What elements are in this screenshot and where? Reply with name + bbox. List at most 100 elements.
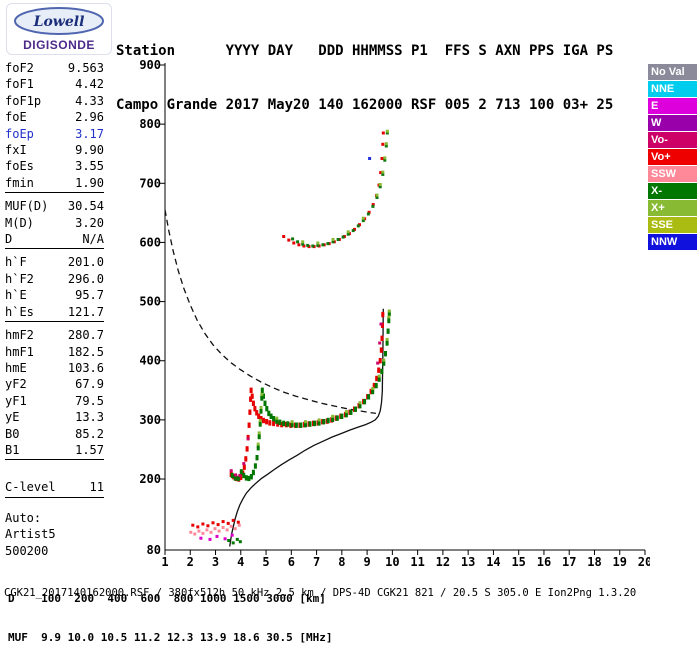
legend-item-vo-: Vo- [648,132,697,148]
param-value: 9.563 [67,61,104,75]
param-label: foE [5,110,27,125]
param-row-he: h`E 95.7 [5,287,104,303]
trace-second-hop-light-green-overlay [301,129,389,245]
param-row-hmf1: hmF1 182.5 [5,344,104,360]
x-tick-label: 5 [262,555,269,569]
param-value: 4.33 [75,93,104,108]
param-label: foF1p [5,93,42,108]
x-tick-label: 16 [537,555,551,569]
param-label: h`F2 [5,271,34,286]
param-row-yf2: yF2 67.9 [5,376,104,392]
param-row-clevel: C-level 11 [5,479,104,495]
x-tick-label: 13 [461,555,475,569]
param-label: foEs [5,159,34,174]
param-label: B1 [5,442,20,457]
param-row-foes: foEs 3.55 [5,158,104,174]
trace-f-trace-x-mode-light-green-overlay [256,309,391,446]
x-tick-label: 4 [237,555,244,569]
trace-second-hop-x-mode-green [291,131,389,248]
param-row-b1: B1 1.57 [5,442,104,458]
param-footer-line: 500200 [5,543,49,558]
param-group: hmF2 280.7 hmF1 182.5 hmE 103.6 yF2 67.9 yF1 79.5… [5,327,104,461]
lowell-logo-ellipse: Lowell [14,7,104,35]
param-label: foF1 [5,77,34,92]
param-row-hme: hmE 103.6 [5,360,104,376]
param-row-fof1p: foF1p 4.33 [5,93,104,109]
param-value: 13.3 [75,410,104,425]
param-value: 201.0 [67,255,104,270]
param-row-fxi: fxI 9.90 [5,142,104,158]
trace-es-trace-magenta [199,533,234,541]
param-value: 182.5 [67,344,104,359]
true-height-profile [229,308,384,547]
x-tick-label: 9 [363,555,370,569]
param-group: C-level 11 [5,479,104,498]
param-value: 3.20 [75,215,104,230]
param-label: B0 [5,426,20,441]
param-value: 95.7 [75,288,104,303]
x-tick-label: 11 [410,555,424,569]
direction-color-legend: No Val NNE E W Vo- Vo+ SSW X- X+ SSE NNW [648,64,697,251]
param-group: MUF(D) 30.54 M(D) 3.20 D N/A [5,198,104,250]
param-label: h`F [5,255,27,270]
x-tick-label: 12 [436,555,450,569]
param-value: 1.90 [75,175,104,190]
param-footer-line: Auto: [5,510,42,525]
param-label: MUF(D) [5,199,49,214]
param-label: yF1 [5,393,27,408]
lowell-digisonde-logo: Lowell DIGISONDE [6,3,112,55]
y-tick-label: 700 [139,176,161,190]
y-tick-label: 400 [139,354,161,368]
y-tick-label: 900 [139,58,161,72]
param-row-md: M(D) 3.20 [5,215,104,231]
y-tick-label: 500 [139,295,161,309]
param-row-yf1: yF1 79.5 [5,393,104,409]
param-row-hes: h`Es 121.7 [5,304,104,320]
param-label: foEp [5,126,34,141]
param-value: 67.9 [75,377,104,392]
param-label: M(D) [5,215,34,230]
x-tick-label: 14 [486,555,500,569]
param-label: fxI [5,143,27,158]
param-row-fof1: foF1 4.42 [5,76,104,92]
param-footer-line: Artist5 [5,527,56,542]
param-label: h`E [5,288,27,303]
y-tick-label: 600 [139,235,161,249]
param-value: 2.96 [75,110,104,125]
x-tick-label: 10 [385,555,399,569]
muf-transmission-curve [164,209,376,415]
param-group: foF2 9.563 foF1 4.42 foF1p 4.33 foE 2.96 foEp 3.1… [5,60,104,194]
legend-item-x+: X+ [648,200,697,216]
param-value: 280.7 [67,328,104,343]
status-line: CGK21_2017140162000.RSF / 380fx512h 50 k… [4,587,637,599]
param-label: yF2 [5,377,27,392]
param-value: 121.7 [67,304,104,319]
muf-row: MUF 9.9 10.0 10.5 11.2 12.3 13.9 18.6 30… [8,631,333,644]
param-label: hmF1 [5,344,34,359]
x-tick-label: 17 [562,555,576,569]
legend-item-nnw: NNW [648,234,697,250]
param-label: foF2 [5,61,34,75]
header-labels-row: Station YYYY DAY DDD HHMMSS P1 FFS S AXN… [116,43,614,59]
param-label: hmF2 [5,328,34,343]
param-row-b0: B0 85.2 [5,426,104,442]
x-tick-label: 8 [338,555,345,569]
d-muf-table: D 100 200 400 600 800 1000 1500 3000 [km… [8,566,333,657]
legend-item-noval: No Val [648,64,697,80]
x-tick-label: 19 [613,555,627,569]
param-value: 103.6 [67,360,104,375]
param-label: C-level [5,480,56,495]
param-label: hmE [5,360,27,375]
station-header: Station YYYY DAY DDD HHMMSS P1 FFS S AXN… [116,6,613,132]
param-row-fof2: foF2 9.563 [5,60,104,76]
param-value: 9.90 [75,143,104,158]
param-label: h`Es [5,304,34,319]
param-value: 4.42 [75,77,104,92]
param-row-foe: foE 2.96 [5,109,104,125]
x-tick-label: 2 [187,555,194,569]
x-tick-label: 20 [638,555,650,569]
legend-item-w: W [648,115,697,131]
legend-item-ssw: SSW [648,166,697,182]
